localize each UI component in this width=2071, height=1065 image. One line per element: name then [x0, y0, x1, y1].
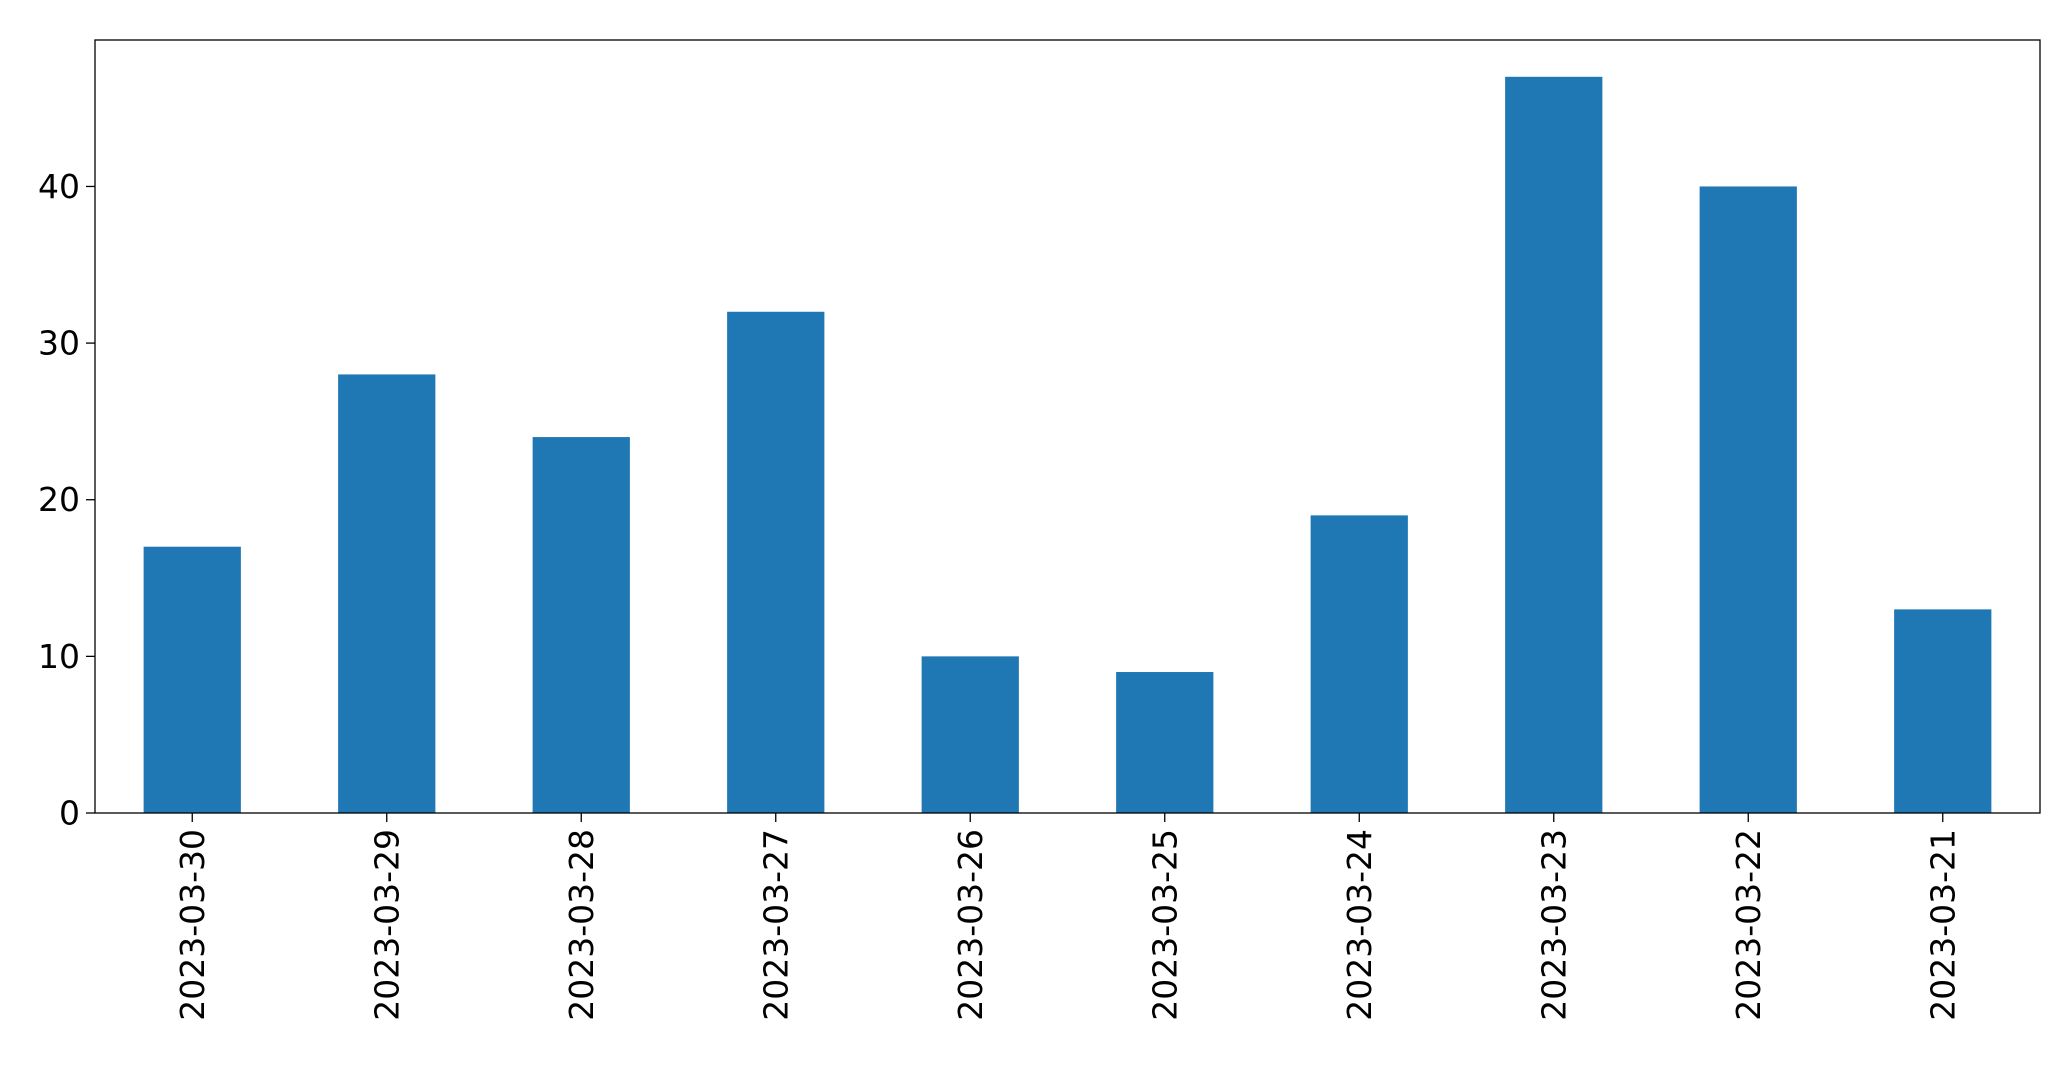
- y-tick-label: 0: [59, 794, 80, 833]
- x-tick-label: 2023-03-21: [1923, 829, 1962, 1021]
- y-tick-label: 40: [38, 167, 80, 206]
- bar-2023-03-25: [1116, 672, 1214, 813]
- x-tick-label: 2023-03-29: [367, 829, 406, 1021]
- x-tick-label: 2023-03-24: [1340, 829, 1379, 1021]
- x-axis: 2023-03-30 2023-03-29 2023-03-28 2023-03-27…: [173, 813, 1962, 1021]
- x-tick-label: 2023-03-27: [756, 829, 795, 1021]
- y-axis: 0 10 20 30 40: [38, 167, 95, 833]
- bar-2023-03-22: [1699, 186, 1797, 814]
- bar-2023-03-30: [143, 546, 241, 813]
- x-tick-label: 2023-03-23: [1534, 829, 1573, 1021]
- y-tick-label: 30: [38, 324, 80, 363]
- y-tick-label: 10: [38, 637, 80, 676]
- x-tick-label: 2023-03-26: [951, 829, 990, 1021]
- x-tick-label: 2023-03-25: [1145, 829, 1184, 1021]
- x-tick-label: 2023-03-30: [173, 829, 212, 1021]
- bar-2023-03-29: [338, 374, 436, 813]
- plot-frame: [94, 39, 2041, 814]
- bar-2023-03-26: [921, 656, 1019, 813]
- x-tick-label: 2023-03-22: [1729, 829, 1768, 1021]
- x-tick-label: 2023-03-28: [562, 829, 601, 1021]
- bars-layer: [143, 76, 1992, 814]
- bar-2023-03-23: [1505, 76, 1603, 814]
- bar-2023-03-28: [532, 437, 630, 813]
- bar-2023-03-24: [1310, 515, 1408, 813]
- bar-2023-03-21: [1894, 609, 1992, 813]
- bar-2023-03-27: [727, 311, 825, 813]
- y-tick-label: 20: [38, 480, 80, 519]
